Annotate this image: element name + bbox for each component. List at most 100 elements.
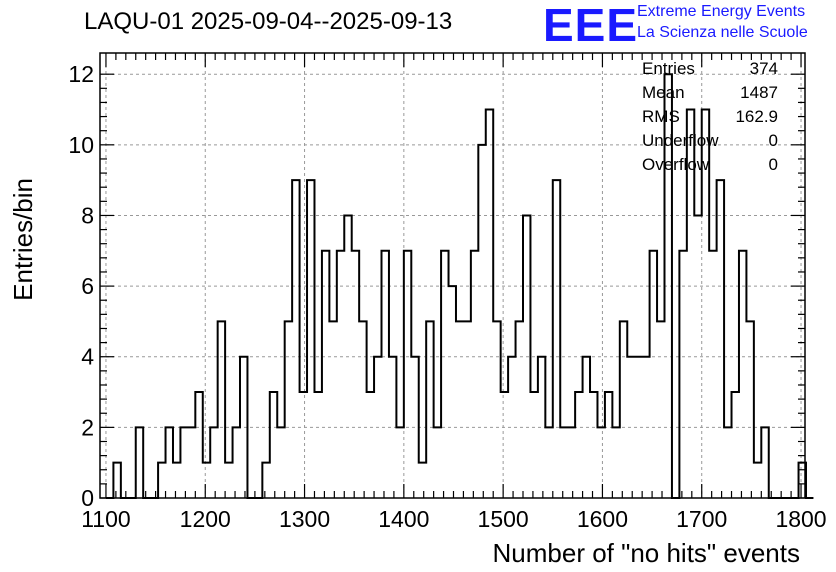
- histogram-bar: [471, 251, 478, 498]
- stats-value: 1487: [740, 83, 778, 102]
- histogram-bar: [173, 463, 180, 498]
- x-tick-labels: 1100 1200 1300 1400 1500 1600 1700 1800: [81, 506, 826, 532]
- histogram-bar: [657, 321, 664, 498]
- y-tick-labels: 0 2 4 6 8 10 12: [68, 61, 94, 511]
- chart-title: LAQU-01 2025-09-04--2025-09-13: [84, 8, 453, 35]
- histogram-bar: [605, 392, 612, 498]
- histogram-bar: [553, 180, 560, 498]
- histogram-bar: [262, 463, 269, 498]
- histogram-bar: [404, 251, 411, 498]
- logo-line-2: La Scienza nelle Scuole: [637, 24, 808, 41]
- stats-label: Entries: [642, 59, 695, 78]
- histogram-bar: [732, 392, 739, 498]
- x-tick-label: 1200: [180, 506, 231, 532]
- histogram-bar: [285, 321, 292, 498]
- histogram-bar: [709, 251, 716, 498]
- logo-line-1: Extreme Energy Events: [637, 3, 806, 20]
- y-tick-label: 8: [81, 202, 94, 228]
- x-tick-label: 1100: [81, 506, 130, 532]
- x-tick-label: 1500: [478, 506, 529, 532]
- histogram-bar: [188, 427, 195, 498]
- x-axis-label: Number of "no hits" events: [493, 538, 801, 568]
- histogram-outline: [105, 73, 814, 499]
- histogram-bar: [225, 463, 232, 498]
- histogram-bar: [650, 251, 657, 498]
- x-tick-label: 1700: [676, 506, 727, 532]
- histogram-bar: [501, 392, 508, 498]
- histogram-bar: [329, 321, 336, 498]
- x-tick-label: 1300: [279, 506, 330, 532]
- histogram-bar: [679, 251, 686, 498]
- stats-label: Underflow: [642, 131, 719, 150]
- stats-value: 374: [749, 59, 778, 78]
- stats-value: 162.9: [735, 107, 778, 126]
- histogram-bar: [203, 463, 210, 498]
- histogram-bar: [180, 427, 187, 498]
- y-tick-label: 2: [81, 414, 94, 440]
- histogram-bar: [597, 427, 604, 498]
- stats-label: Overflow: [642, 155, 710, 174]
- histogram-bar: [322, 251, 329, 498]
- grid-lines: [100, 53, 805, 499]
- histogram-bar: [478, 145, 485, 498]
- x-tick-label: 1400: [378, 506, 429, 532]
- histogram-bar: [337, 251, 344, 498]
- histogram-bar: [493, 321, 500, 498]
- histogram-bar: [568, 427, 575, 498]
- stats-value: 0: [768, 131, 778, 150]
- histogram-bar: [463, 321, 470, 498]
- histogram-bar: [754, 463, 761, 498]
- y-tick-label: 12: [68, 61, 94, 87]
- y-tick-label: 4: [81, 344, 94, 370]
- histogram-bar: [530, 392, 537, 498]
- histogram-bar: [367, 392, 374, 498]
- plot-frame: [99, 52, 806, 499]
- axis-ticks: [100, 53, 805, 499]
- histogram-bar: [136, 427, 143, 498]
- histogram-bar: [575, 392, 582, 498]
- y-tick-label: 6: [81, 273, 94, 299]
- histogram-bar: [158, 463, 165, 498]
- histogram-bar: [166, 427, 173, 498]
- stats-label: Mean: [642, 83, 685, 102]
- histogram-bar: [270, 392, 277, 498]
- histogram-bar: [277, 427, 284, 498]
- histogram-bar: [434, 427, 441, 498]
- histogram-bar: [516, 321, 523, 498]
- histogram-bar: [486, 110, 493, 498]
- histogram-bar: [419, 463, 426, 498]
- histogram-bar: [612, 427, 619, 498]
- histogram-bar: [195, 392, 202, 498]
- histogram-bar: [218, 321, 225, 498]
- histogram-bar: [620, 321, 627, 498]
- histogram-bar: [233, 427, 240, 498]
- histogram-bar: [761, 427, 768, 498]
- histogram-bar: [746, 321, 753, 498]
- histogram-bar: [441, 251, 448, 498]
- histogram-bar: [545, 427, 552, 498]
- histogram-bar: [449, 286, 456, 498]
- histogram-bar: [210, 427, 217, 498]
- histogram-bar: [739, 251, 746, 498]
- histogram-bar: [292, 180, 299, 498]
- histogram-bar: [359, 321, 366, 498]
- histogram-bar: [314, 392, 321, 498]
- stats-label: RMS: [642, 107, 680, 126]
- histogram-bar: [717, 180, 724, 498]
- y-tick-label: 10: [68, 132, 94, 158]
- histogram-bar: [426, 321, 433, 498]
- stats-value: 0: [768, 155, 778, 174]
- eee-logo: EEE: [543, 0, 639, 51]
- histogram-bar: [560, 427, 567, 498]
- histogram-bar: [307, 180, 314, 498]
- y-axis-label: Entries/bin: [8, 178, 38, 301]
- x-tick-label: 1600: [577, 506, 628, 532]
- histogram-bar: [113, 463, 120, 498]
- histogram-bar: [396, 427, 403, 498]
- histogram-bar: [382, 251, 389, 498]
- histogram-bar: [590, 392, 597, 498]
- y-tick-label: 0: [81, 485, 94, 511]
- histogram-bar: [300, 392, 307, 498]
- histogram-bar: [352, 251, 359, 498]
